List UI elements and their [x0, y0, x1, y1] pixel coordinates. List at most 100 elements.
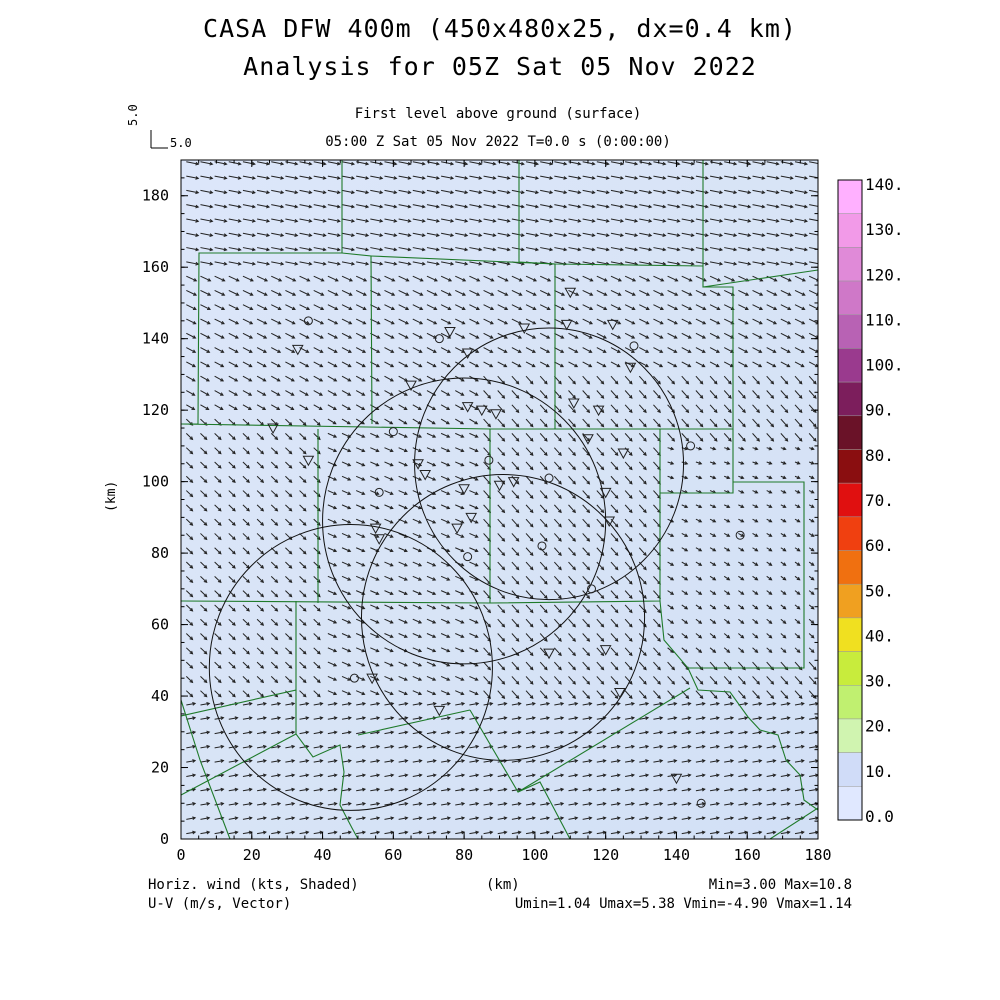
wind-vector [256, 745, 267, 749]
wind-vector-head [266, 190, 271, 195]
wind-vector-head [662, 219, 667, 223]
wind-vector-head [546, 716, 551, 720]
wind-vector [426, 745, 436, 749]
wind-vector-head [560, 349, 565, 353]
wind-vector [242, 661, 250, 669]
wind-vector [639, 760, 649, 763]
wind-vector [285, 676, 292, 683]
wind-vector-head [333, 605, 338, 610]
wind-vector [724, 261, 737, 265]
wind-vector [242, 447, 250, 455]
wind-vector-head [617, 335, 622, 339]
wind-vector-head [375, 577, 380, 581]
wind-vector [539, 461, 548, 470]
wind-vector [228, 447, 236, 455]
wind-vector [497, 604, 505, 613]
wind-vector [568, 817, 578, 820]
wind-vector-head [645, 787, 650, 792]
wind-vector [355, 461, 365, 467]
wind-vector [511, 318, 522, 325]
wind-vector [256, 361, 267, 368]
wind-vector [752, 731, 762, 735]
wind-vector-head [234, 830, 239, 835]
wind-vector [313, 433, 321, 440]
wind-vector-head [404, 363, 409, 368]
station-triangle [507, 477, 520, 488]
wind-vector [582, 817, 592, 820]
wind-vector-head [421, 176, 426, 180]
wind-vector-head [546, 759, 551, 763]
wind-vector-head [560, 306, 565, 311]
wind-vector [554, 275, 565, 282]
wind-vector [624, 633, 633, 642]
wind-vector-head [291, 363, 296, 368]
wind-vector-head [418, 773, 423, 778]
wind-vector-head [614, 437, 619, 442]
wind-vector [384, 675, 394, 681]
wind-vector-head [231, 479, 236, 483]
wind-vector-head [586, 395, 591, 399]
wind-vector [610, 175, 624, 179]
wind-vector [341, 347, 352, 353]
wind-vector [412, 518, 422, 524]
wind-vector-head [699, 680, 704, 685]
wind-vector [568, 347, 578, 353]
wind-vector [525, 774, 535, 777]
wind-vector-head [600, 380, 605, 385]
wind-vector [228, 647, 236, 655]
wind-vector-head [460, 648, 465, 653]
wind-vector [525, 633, 534, 642]
wind-vector-head [304, 406, 309, 410]
wind-vector [709, 590, 716, 595]
wind-vector-head [756, 695, 760, 700]
wind-vector [539, 490, 548, 499]
wind-vector [808, 647, 815, 653]
wind-vector [709, 275, 721, 282]
wind-vector [455, 490, 464, 495]
wind-vector [285, 375, 295, 382]
wind-vector-head [418, 392, 423, 396]
wind-vector [709, 418, 718, 427]
wind-vector [242, 618, 250, 626]
wind-vector [553, 475, 562, 485]
level-subtitle: First level above ground (surface) [354, 106, 642, 122]
wind-vector-head [475, 802, 480, 806]
wind-vector-head [206, 349, 211, 353]
wind-vector-head [333, 701, 338, 706]
wind-vector [667, 690, 675, 699]
wind-vector [355, 447, 365, 452]
wind-vector [766, 189, 779, 194]
wind-vector-head [645, 773, 650, 778]
wind-vector [426, 633, 436, 638]
wind-vector [398, 760, 408, 763]
wind-vector-head [432, 520, 437, 524]
wind-vector [327, 432, 337, 438]
wind-vector-head [418, 830, 423, 835]
wind-vector [370, 690, 379, 695]
wind-vector-head [308, 219, 313, 223]
wind-vector-head [789, 247, 794, 252]
wind-vector-head [489, 716, 494, 720]
wind-vector [582, 504, 590, 513]
wind-vector [695, 717, 705, 720]
wind-vector [186, 189, 199, 194]
wind-vector [653, 504, 661, 513]
wind-vector [285, 702, 295, 706]
wind-vector [356, 788, 366, 792]
wind-vector [200, 490, 208, 497]
wind-vector-head [768, 620, 773, 624]
wind-vector [724, 204, 737, 208]
wind-vector-head [407, 161, 412, 166]
wind-vector [200, 717, 210, 720]
wind-vector-head [291, 335, 296, 339]
wind-vector [299, 490, 307, 497]
wind-vector-head [248, 759, 253, 763]
wind-vector [455, 717, 465, 720]
wind-vector-head [418, 620, 423, 624]
wind-vector [271, 717, 281, 720]
wind-vector [228, 533, 236, 540]
wind-vector [341, 461, 351, 467]
wind-vector-head [203, 436, 208, 441]
wind-vector [568, 304, 579, 310]
wind-vector [653, 161, 666, 165]
